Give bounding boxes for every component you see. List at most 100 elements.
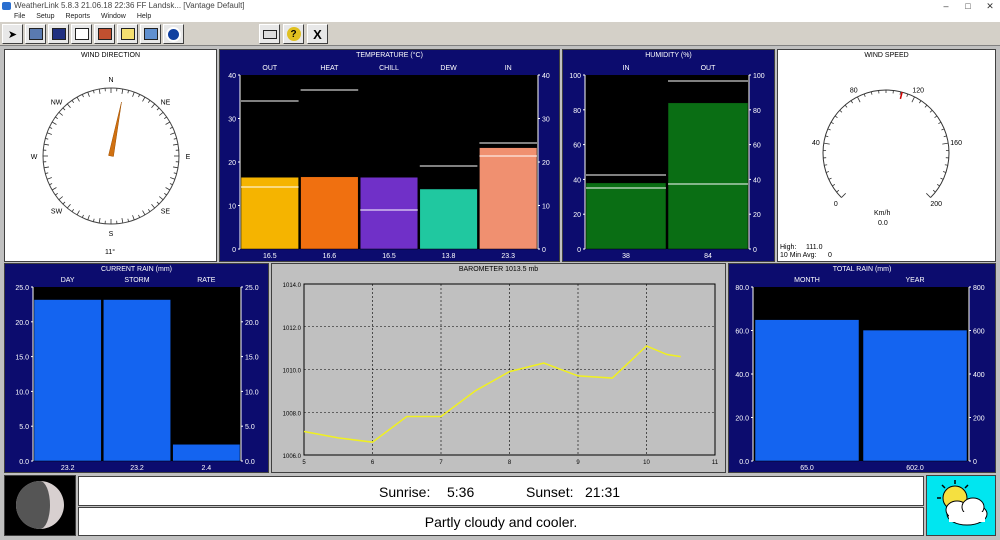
gauge-tick	[942, 143, 948, 144]
menu-file[interactable]: File	[14, 13, 25, 20]
current-rain-tick-right: 0.0	[245, 459, 255, 466]
total-rain-tick-right: 600	[973, 329, 985, 336]
compass-tick	[45, 173, 48, 174]
menu-reports[interactable]: Reports	[65, 13, 90, 20]
notes-button[interactable]	[117, 24, 138, 44]
wind-speed-value: 0.0	[878, 220, 888, 227]
compass-tick	[138, 215, 139, 218]
humidity-value-in: 38	[622, 253, 630, 260]
forecast-button[interactable]	[140, 24, 161, 44]
compass-tick	[99, 89, 100, 94]
compass-tick	[128, 219, 129, 222]
gauge-tick	[824, 143, 830, 144]
gauge-tick	[937, 184, 940, 186]
current-rain-tick-left: 25.0	[15, 285, 29, 292]
wind-high-label: High:	[780, 244, 796, 251]
temperature-bar-out	[241, 177, 299, 249]
help-icon: ?	[287, 27, 301, 41]
temperature-bar-heat	[301, 177, 359, 249]
current-rain-tick-right: 15.0	[245, 355, 259, 362]
bulletin-button[interactable]	[25, 24, 46, 44]
browse-button[interactable]	[71, 24, 92, 44]
gauge-tick	[871, 92, 872, 95]
compass-tick	[174, 173, 177, 174]
total-rain-bar-year	[863, 330, 967, 461]
compass-tick	[159, 196, 163, 199]
gauge-tick	[919, 101, 921, 103]
noaa-button[interactable]	[163, 24, 184, 44]
compass-label-e: E	[186, 154, 191, 161]
humidity-tick-left: 80	[573, 108, 581, 115]
current-rain-tick-right: 10.0	[245, 389, 259, 396]
menu-window[interactable]: Window	[101, 13, 126, 20]
compass-tick	[77, 211, 80, 215]
gauge-tick	[857, 97, 860, 102]
minimize-button[interactable]: –	[936, 0, 956, 12]
temperature-value-chill: 16.5	[382, 253, 396, 260]
barometer-tick-x: 11	[712, 460, 719, 466]
temperature-value-in: 23.3	[501, 253, 515, 260]
gauge-tick	[933, 190, 935, 192]
compass-tick	[47, 178, 52, 180]
current-rain-tick-right: 5.0	[245, 424, 255, 431]
gauge-tick	[944, 136, 947, 137]
compass-tick	[59, 196, 63, 199]
temperature-tick-left: 10	[228, 204, 236, 211]
compass-label-sw: SW	[51, 208, 63, 215]
temperature-bar-chill	[360, 177, 418, 249]
compass-tick	[157, 108, 159, 110]
compass-tick	[77, 97, 80, 101]
compass-tick	[174, 138, 177, 139]
compass-tick	[55, 117, 57, 119]
gauge-tick	[930, 110, 932, 112]
station-button[interactable]: ➤	[2, 24, 23, 44]
gauge-tick	[832, 184, 835, 186]
current-rain-tick-left: 5.0	[19, 424, 29, 431]
compass-tick	[88, 215, 90, 220]
wind-high-value: 111.0	[806, 244, 822, 251]
current-rain-tick-left: 15.0	[15, 355, 29, 362]
help-button[interactable]: ?	[283, 24, 304, 44]
gauge-tick	[864, 94, 865, 97]
temperature-bar-dew	[420, 189, 478, 249]
compass-tick	[63, 202, 65, 204]
graph-button[interactable]	[94, 24, 115, 44]
gauge-tick	[900, 92, 901, 95]
sunrise-time: 5:36	[447, 484, 474, 500]
total-rain-tick-left: 20.0	[735, 416, 749, 423]
barometer-tick-x: 7	[439, 460, 443, 466]
temperature-tick-left: 20	[228, 160, 236, 167]
gauge-label-40: 40	[812, 140, 820, 147]
bulletin-icon	[29, 28, 43, 40]
wind-speed-unit: Km/h	[874, 210, 890, 217]
summary-button[interactable]	[48, 24, 69, 44]
temperature-value-dew: 13.8	[442, 253, 456, 260]
compass-tick	[170, 183, 173, 184]
current-rain-column-storm: STORM	[124, 277, 149, 284]
compass-tick	[59, 112, 63, 115]
exit-button[interactable]: X	[307, 24, 328, 44]
compass-tick	[82, 94, 83, 97]
humidity-tick-left: 20	[573, 212, 581, 219]
menu-help[interactable]: Help	[137, 13, 151, 20]
barometer-tick-y: 1014.0	[283, 283, 302, 289]
total-rain-column-month: MONTH	[794, 277, 820, 284]
close-button[interactable]: ✕	[980, 0, 1000, 12]
gauge-tick	[841, 193, 845, 197]
notes-icon	[121, 28, 135, 40]
compass-tick	[88, 92, 90, 97]
maximize-button[interactable]: □	[958, 0, 978, 12]
humidity-column-in: IN	[623, 65, 630, 72]
gauge-tick	[824, 165, 827, 166]
menu-setup[interactable]: Setup	[36, 13, 54, 20]
compass-tick	[47, 133, 52, 135]
total-rain-column-year: YEAR	[905, 277, 924, 284]
sunset-time: 21:31	[585, 484, 620, 500]
humidity-tick-right: 60	[753, 143, 761, 150]
print-button[interactable]	[259, 24, 280, 44]
station-icon: ➤	[8, 28, 17, 41]
